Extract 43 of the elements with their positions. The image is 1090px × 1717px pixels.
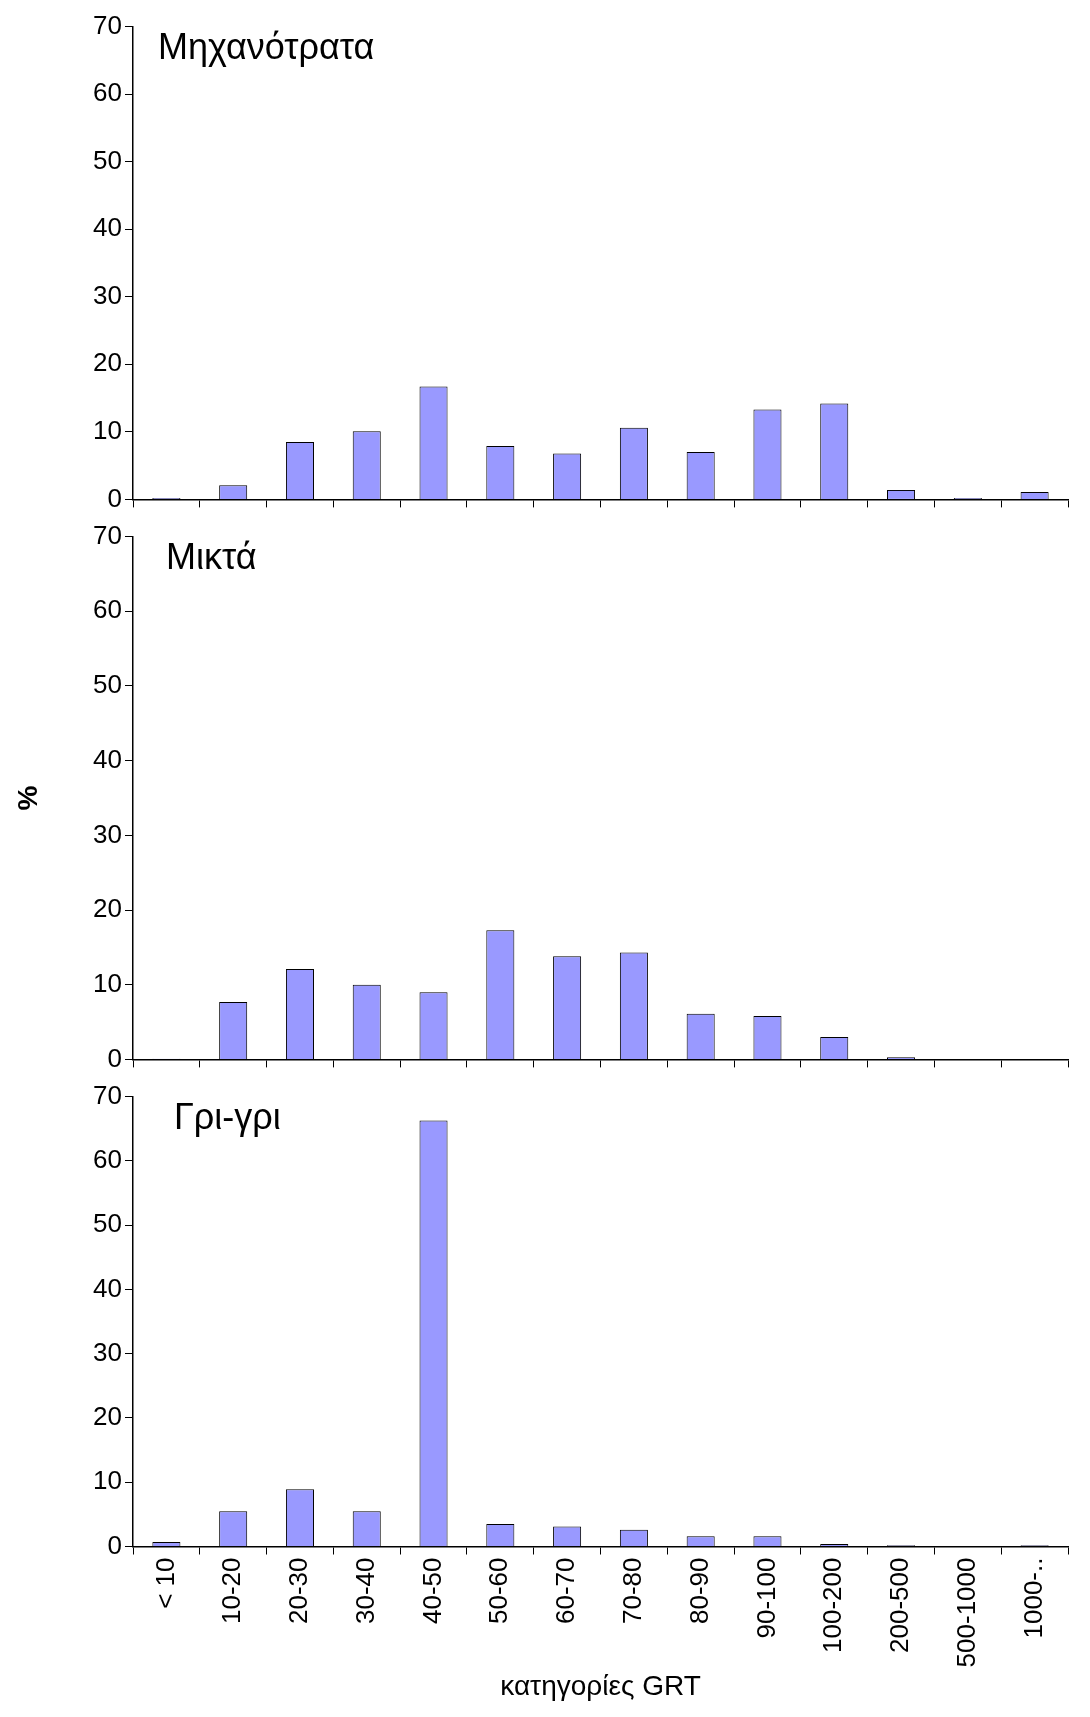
chart-title: Μικτά <box>166 535 257 577</box>
y-tick-label: 20 <box>93 1401 122 1432</box>
x-tick-label: 100-200 <box>817 1557 848 1653</box>
y-tick-label: 30 <box>93 818 122 849</box>
y-tick-label: 0 <box>107 1529 122 1560</box>
y-tick-label: 10 <box>93 967 122 998</box>
x-tick-label: 30-40 <box>349 1557 380 1625</box>
y-tick-label: 0 <box>107 482 122 513</box>
x-tick-label: 200-500 <box>884 1557 915 1653</box>
chart-title: Γρι-γρι <box>174 1095 281 1137</box>
x-tick-label: 50-60 <box>483 1557 514 1625</box>
y-tick-label: 40 <box>93 212 122 243</box>
x-tick-label: 500-1000 <box>950 1557 981 1668</box>
x-tick-label: 20-30 <box>283 1557 314 1625</box>
y-tick-label: 40 <box>93 743 122 774</box>
y-tick-label: 70 <box>93 1079 122 1110</box>
y-tick-label: 50 <box>93 1208 122 1239</box>
x-tick-label: 40-50 <box>416 1557 447 1625</box>
y-tick-label: 70 <box>93 519 122 550</box>
y-tick-label: 50 <box>93 669 122 700</box>
chart-title: Μηχανότρατα <box>158 25 375 67</box>
x-tick-label: 80-90 <box>683 1557 714 1625</box>
x-tick-label: 10-20 <box>216 1557 247 1625</box>
y-tick-label: 60 <box>93 77 122 108</box>
y-tick-label: 50 <box>93 144 122 175</box>
x-tick-label: 90-100 <box>750 1557 781 1639</box>
y-tick-label: 20 <box>93 893 122 924</box>
y-tick-label: 30 <box>93 1336 122 1367</box>
y-tick-label: 70 <box>93 9 122 40</box>
y-tick-label: 20 <box>93 347 122 378</box>
y-axis-title: % <box>11 785 43 811</box>
y-tick-label: 60 <box>93 1144 122 1175</box>
y-tick-label: 40 <box>93 1272 122 1303</box>
x-axis-title: κατηγορίες GRT <box>500 1669 701 1701</box>
y-tick-label: 30 <box>93 279 122 310</box>
y-tick-label: 10 <box>93 1465 122 1496</box>
x-tick-label: < 10 <box>149 1557 180 1609</box>
y-tick-label: 60 <box>93 594 122 625</box>
x-tick-label: 70-80 <box>617 1557 648 1625</box>
y-tick-label: 10 <box>93 415 122 446</box>
x-tick-label: 60-70 <box>550 1557 581 1625</box>
y-tick-label: 0 <box>107 1042 122 1073</box>
x-tick-label: 1000-.. <box>1017 1557 1048 1639</box>
